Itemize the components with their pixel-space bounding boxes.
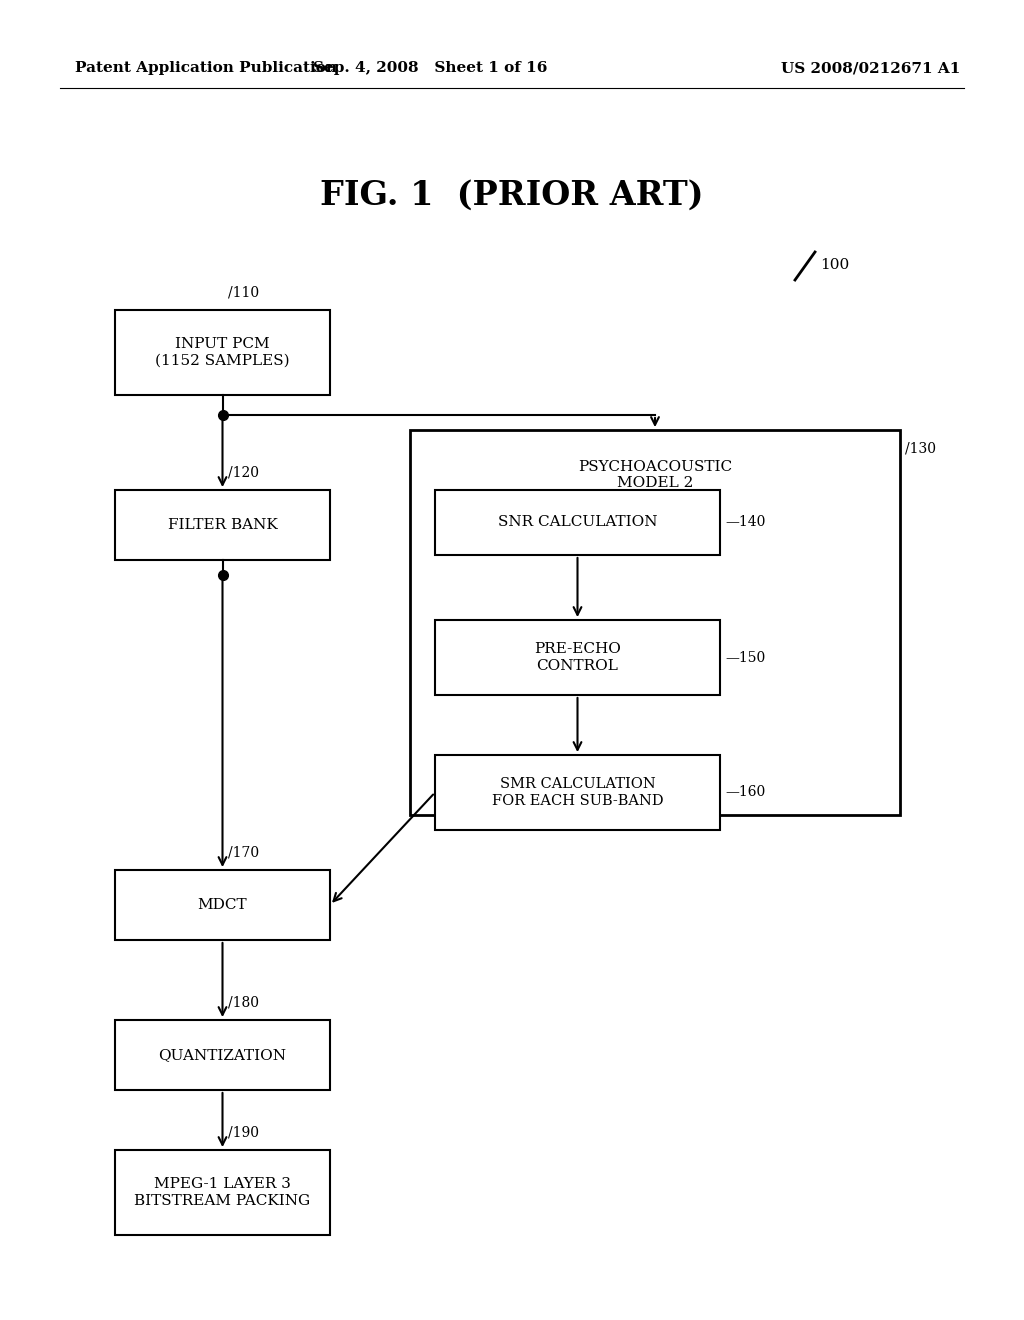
Text: /170: /170 <box>227 845 259 859</box>
Bar <box>115 490 330 560</box>
Text: /130: /130 <box>905 441 936 455</box>
Text: Patent Application Publication: Patent Application Publication <box>75 61 337 75</box>
Text: /190: /190 <box>227 1125 258 1139</box>
Bar <box>115 310 330 395</box>
Text: Sep. 4, 2008   Sheet 1 of 16: Sep. 4, 2008 Sheet 1 of 16 <box>312 61 547 75</box>
Bar <box>115 1150 330 1236</box>
Text: /180: /180 <box>227 995 258 1008</box>
Bar <box>115 1020 330 1090</box>
Text: —140: —140 <box>725 516 765 529</box>
Text: PRE-ECHO
CONTROL: PRE-ECHO CONTROL <box>535 643 621 673</box>
Bar <box>115 870 330 940</box>
Text: —160: —160 <box>725 785 765 800</box>
Bar <box>435 620 720 696</box>
Text: MDCT: MDCT <box>198 898 248 912</box>
Text: PSYCHOACOUSTIC
MODEL 2: PSYCHOACOUSTIC MODEL 2 <box>578 459 732 490</box>
Text: QUANTIZATION: QUANTIZATION <box>159 1048 287 1063</box>
Text: —150: —150 <box>725 651 765 664</box>
Text: FIG. 1  (PRIOR ART): FIG. 1 (PRIOR ART) <box>321 178 703 211</box>
Bar <box>435 755 720 830</box>
Text: /120: /120 <box>227 465 258 479</box>
Text: US 2008/0212671 A1: US 2008/0212671 A1 <box>780 61 961 75</box>
Text: FILTER BANK: FILTER BANK <box>168 517 278 532</box>
Bar <box>435 490 720 554</box>
Text: SNR CALCULATION: SNR CALCULATION <box>498 516 657 529</box>
Text: SMR CALCULATION
FOR EACH SUB-BAND: SMR CALCULATION FOR EACH SUB-BAND <box>492 777 664 808</box>
Text: 100: 100 <box>820 257 849 272</box>
Text: /110: /110 <box>227 285 259 300</box>
Text: MPEG-1 LAYER 3
BITSTREAM PACKING: MPEG-1 LAYER 3 BITSTREAM PACKING <box>134 1177 310 1208</box>
Text: INPUT PCM
(1152 SAMPLES): INPUT PCM (1152 SAMPLES) <box>156 338 290 367</box>
Bar <box>410 430 900 814</box>
